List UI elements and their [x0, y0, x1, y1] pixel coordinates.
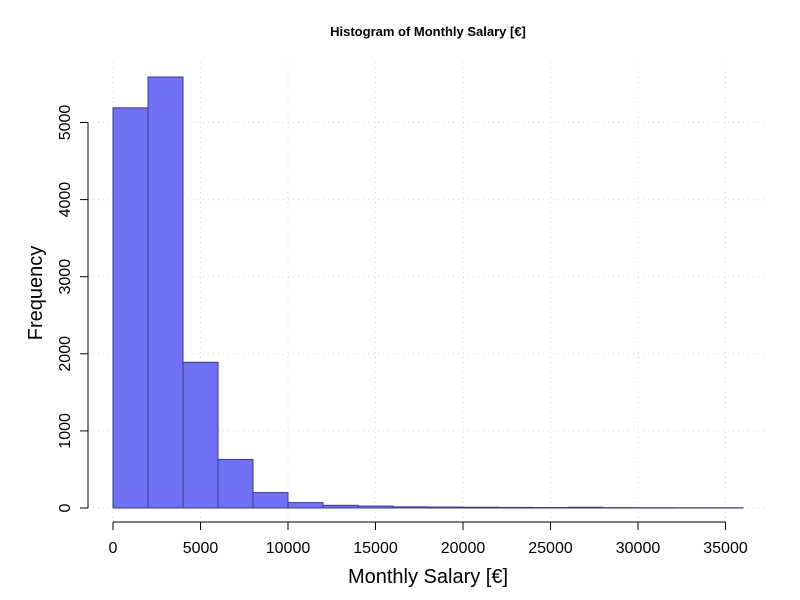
histogram-bar: [112, 107, 149, 509]
histogram-bar: [462, 506, 499, 509]
x-tick-label: 30000: [616, 540, 661, 557]
y-tick-label: 0: [57, 503, 74, 512]
y-tick-label: 4000: [57, 182, 74, 218]
histogram-bar: [392, 506, 429, 509]
x-tick-label: 20000: [441, 540, 486, 557]
x-tick-label: 0: [109, 540, 118, 557]
histogram-bar: [147, 76, 184, 509]
x-tick-label: 15000: [353, 540, 398, 557]
histogram-bar: [217, 458, 254, 509]
x-tick-label: 35000: [703, 540, 748, 557]
histogram-bar: [357, 505, 394, 509]
y-tick-label: 2000: [57, 336, 74, 372]
y-tick-label: 3000: [57, 259, 74, 295]
histogram-bar: [287, 502, 324, 509]
x-tick-label: 25000: [528, 540, 573, 557]
bars: [112, 76, 744, 509]
histogram-bar: [567, 506, 604, 509]
histogram-bar: [252, 492, 289, 509]
histogram-bar: [322, 504, 359, 509]
x-axis-title: Monthly Salary [€]: [348, 566, 508, 588]
histogram-bar: [497, 506, 534, 509]
x-axis: 0 5000 10000 15000 20000 25000 30000 35000: [109, 521, 748, 557]
histogram-bar: [427, 506, 464, 509]
y-tick-label: 5000: [57, 105, 74, 141]
histogram-bar: [182, 361, 219, 509]
x-tick-label: 10000: [266, 540, 311, 557]
chart-title: Histogram of Monthly Salary [€]: [330, 24, 526, 39]
y-axis: 0 1000 2000 3000 4000 5000: [57, 105, 89, 512]
x-tick-label: 5000: [183, 540, 219, 557]
y-tick-label: 1000: [57, 413, 74, 449]
y-axis-title: Frequency: [25, 246, 47, 341]
